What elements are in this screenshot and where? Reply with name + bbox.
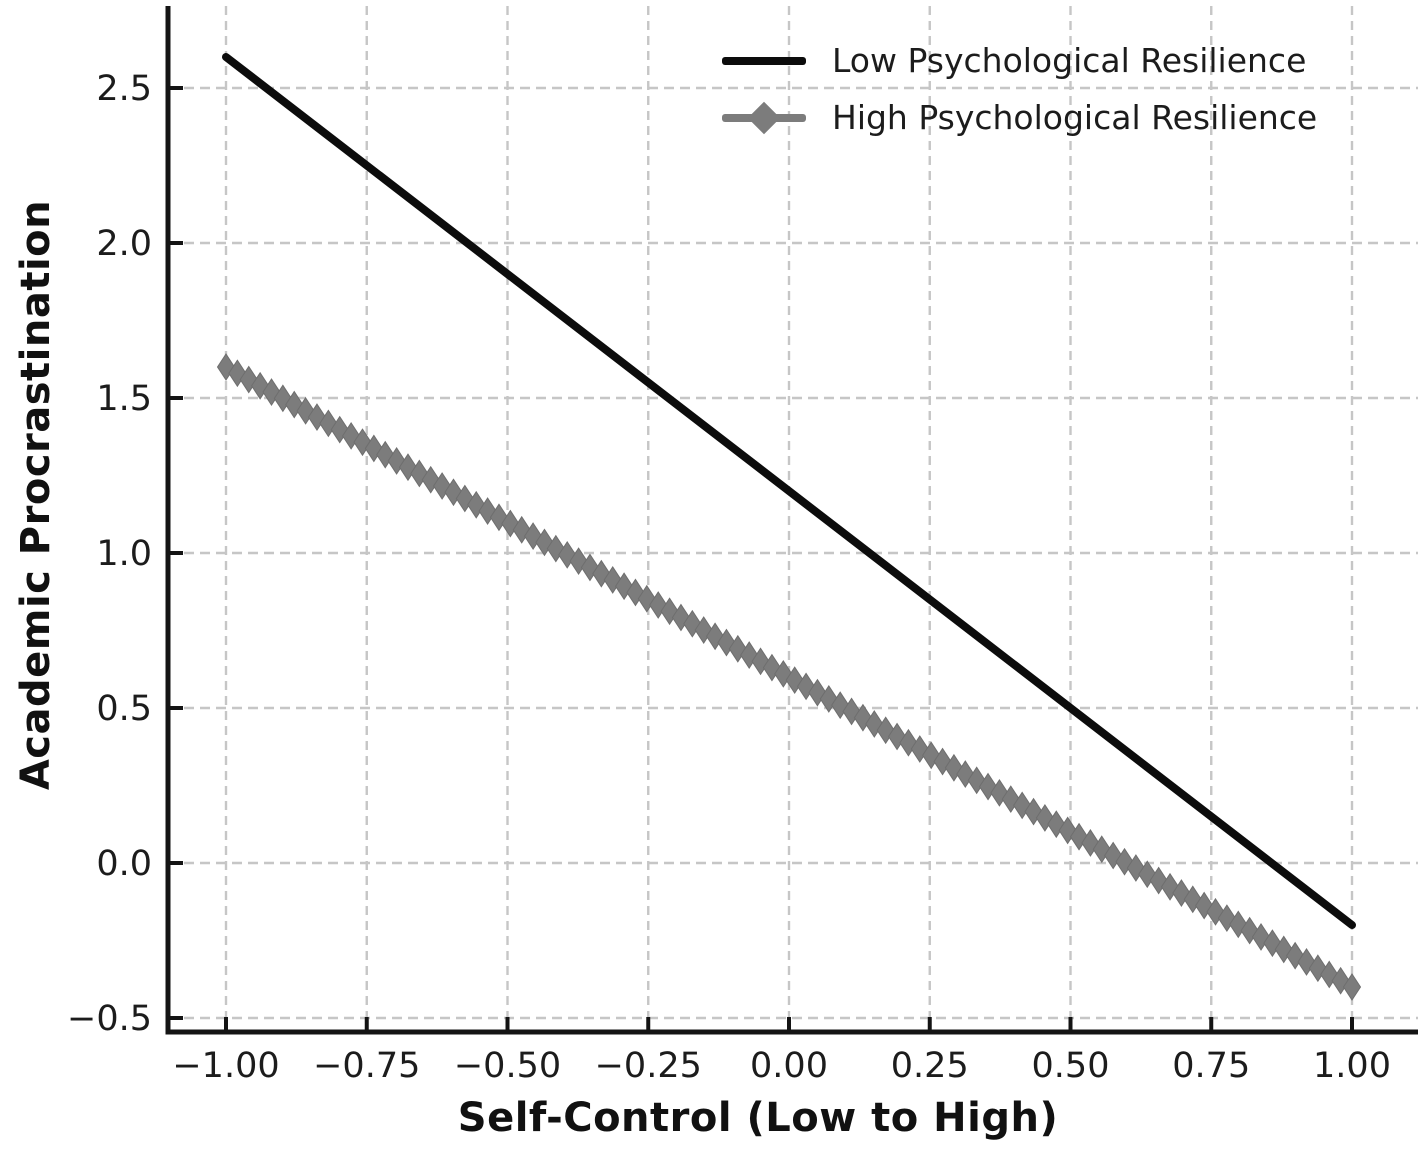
series-line-0	[222, 53, 1356, 929]
x-tick-label: 0.00	[750, 1046, 828, 1086]
y-tick-label: 0.0	[96, 844, 152, 884]
x-tick-label: 1.00	[1313, 1046, 1391, 1086]
diamond-marker-icon	[747, 101, 781, 134]
legend-label-high: High Psychological Resilience	[832, 98, 1318, 137]
y-tick-label: −0.5	[67, 999, 152, 1039]
x-axis-label: Self-Control (Low to High)	[457, 1095, 1059, 1141]
legend-item-low-resilience: Low Psychological Resilience	[722, 32, 1317, 89]
legend-line-sample-low	[722, 56, 806, 65]
legend-line-sample-high	[722, 101, 806, 134]
x-tick-label: −0.75	[313, 1046, 420, 1086]
x-tick-label: −0.25	[595, 1046, 702, 1086]
y-tick-label: 0.5	[96, 689, 152, 729]
diamond-marker	[1342, 973, 1362, 1001]
x-tick-label: 0.25	[891, 1046, 969, 1086]
y-tick-label: 2.0	[96, 224, 152, 264]
y-tick-label: 2.5	[96, 69, 152, 109]
x-tick-label: 0.50	[1032, 1046, 1110, 1086]
legend-label-low: Low Psychological Resilience	[832, 41, 1307, 80]
y-tick-label: 1.0	[96, 534, 152, 574]
legend: Low Psychological Resilience High Psycho…	[722, 32, 1317, 146]
x-tick-label: 0.75	[1172, 1046, 1250, 1086]
y-axis-label: Academic Procrastination	[13, 199, 59, 791]
legend-item-high-resilience: High Psychological Resilience	[722, 89, 1317, 146]
x-tick-label: −1.00	[172, 1046, 279, 1086]
x-tick-label: −0.50	[454, 1046, 561, 1086]
y-tick-label: 1.5	[96, 379, 152, 419]
